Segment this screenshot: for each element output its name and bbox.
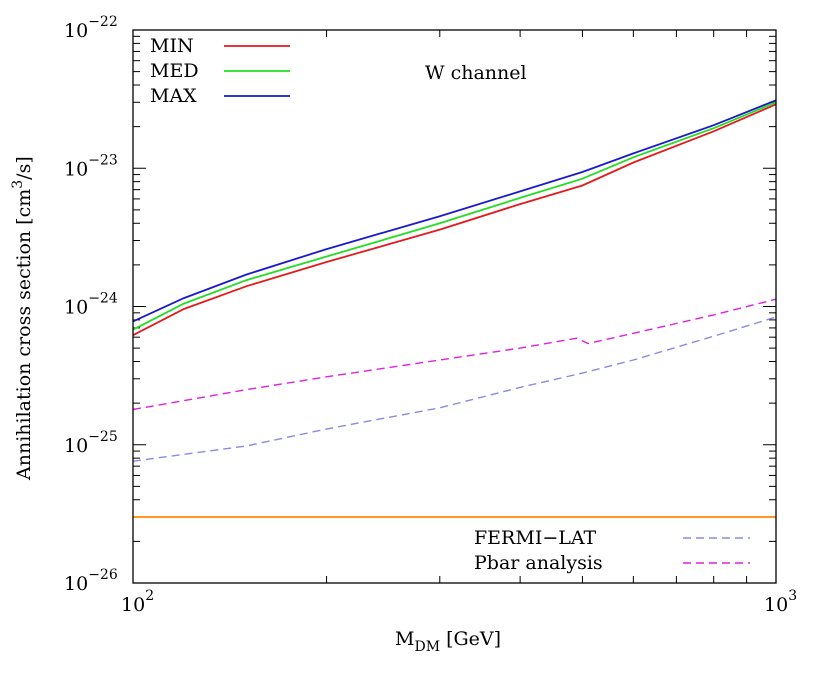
y-axis-label-pre: Annihilation cross section [cm (13, 189, 35, 481)
plot-frame (132, 29, 777, 584)
legend: MIN MED MAX FERMI−LAT Pbar analysis (150, 35, 750, 574)
series-line-fermi-lat (132, 316, 777, 462)
y-tick-label: 10−26 (64, 567, 118, 595)
channel-annotation: W channel (425, 62, 527, 84)
y-tick-label: 10−23 (64, 152, 118, 180)
axes: 10−26 10−25 10−24 10−23 10−22 102 103 (64, 14, 797, 616)
y-axis-label-sup: 3 (10, 180, 26, 189)
x-axis-label-main: M (395, 628, 414, 650)
x-axis-label: MDM [GeV] (395, 628, 501, 655)
x-tick-label: 102 (121, 588, 154, 616)
legend-label: Pbar analysis (474, 552, 603, 574)
x-tick-label: 103 (764, 588, 797, 616)
series-line-min (132, 103, 777, 337)
y-tick-label: 10−22 (64, 14, 118, 42)
legend-label: MED (150, 60, 199, 82)
legend-label: FERMI−LAT (474, 527, 597, 549)
series-line-max (132, 99, 777, 323)
series-group (132, 99, 777, 518)
y-axis-label-post: /s] (13, 156, 35, 180)
x-axis-label-sub: DM (414, 639, 440, 655)
y-axis-label: Annihilation cross section [cm3/s] (10, 156, 35, 481)
series-line-med (132, 101, 777, 331)
legend-label: MIN (150, 35, 194, 57)
y-tick-label: 10−25 (64, 429, 118, 457)
x-axis-label-rest: [GeV] (440, 628, 501, 650)
series-line-pbar-analysis (132, 298, 777, 411)
legend-label: MAX (150, 85, 197, 107)
y-tick-label: 10−24 (64, 291, 118, 319)
